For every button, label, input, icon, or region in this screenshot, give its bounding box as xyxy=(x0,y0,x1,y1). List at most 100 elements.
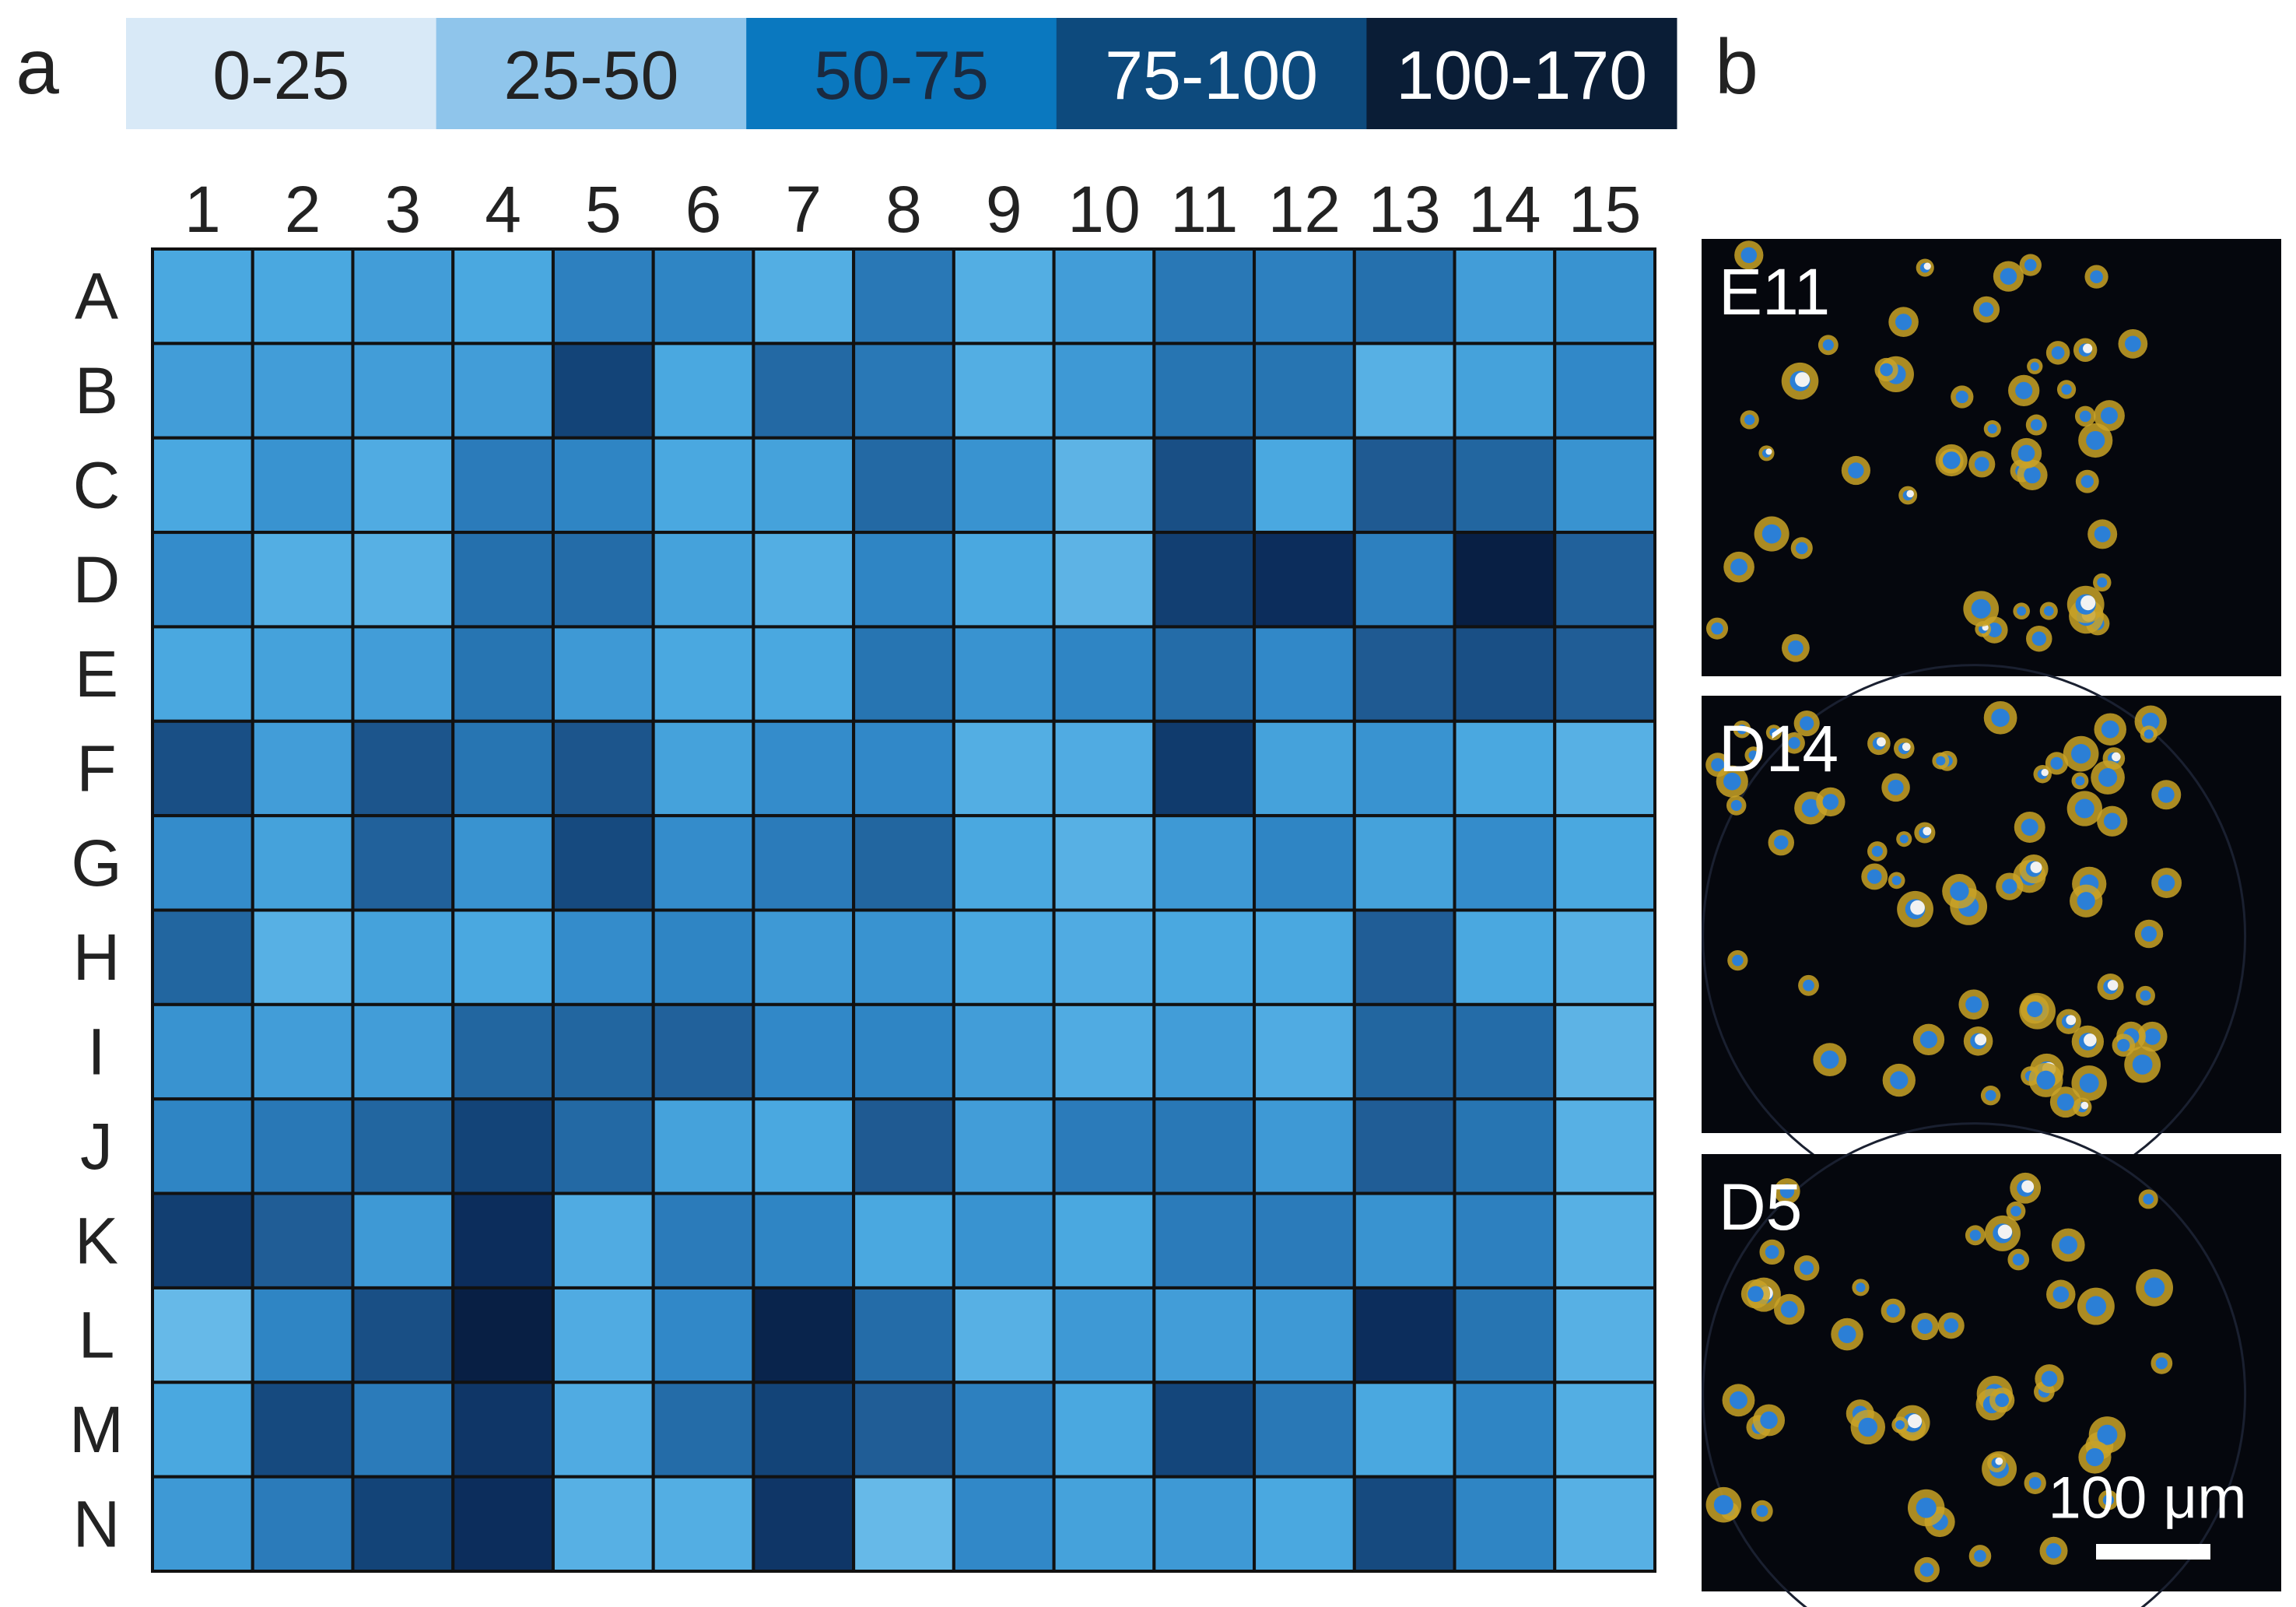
heatmap-cell xyxy=(1352,908,1456,1006)
heatmap-cell xyxy=(1052,1475,1156,1573)
panel-label: a xyxy=(16,23,59,111)
heatmap-cell xyxy=(1052,342,1156,440)
heatmap-cell xyxy=(752,1381,856,1479)
heatmap-cell xyxy=(451,1002,555,1101)
cell-nucleus xyxy=(1800,716,1814,731)
legend-label: 25-50 xyxy=(503,37,678,114)
heatmap-cell xyxy=(1553,814,1657,912)
microscopy-image: D5 xyxy=(1702,1122,2281,1607)
cell-nucleus xyxy=(1838,1325,1856,1343)
heatmap-cell xyxy=(852,908,955,1006)
heatmap-cell xyxy=(1052,247,1156,346)
column-label: 5 xyxy=(585,173,622,246)
heatmap-cell xyxy=(1152,719,1257,818)
heatmap-cell xyxy=(1352,1002,1456,1101)
heatmap-cell xyxy=(1152,908,1257,1006)
heatmap-cell xyxy=(1453,719,1557,818)
heatmap-cell xyxy=(752,625,856,723)
row-label: I xyxy=(87,1016,105,1089)
cell-nucleus xyxy=(1711,758,1725,772)
heatmap-cell xyxy=(1553,1475,1657,1573)
scale-bar xyxy=(2096,1544,2210,1560)
heatmap-cell xyxy=(551,908,655,1006)
cell-nucleus xyxy=(1788,737,1800,749)
heatmap-cell xyxy=(551,531,655,629)
heatmap-cell xyxy=(451,1191,555,1289)
heatmap-cell xyxy=(852,625,955,723)
heatmap-cell xyxy=(251,247,355,346)
heatmap-cell xyxy=(1352,719,1456,818)
cell-nucleus xyxy=(1995,1393,2010,1408)
cell-nucleus xyxy=(1895,314,1912,331)
cell-nucleus xyxy=(2124,335,2141,353)
heatmap-cell xyxy=(151,342,254,440)
heatmap-cell xyxy=(1553,342,1657,440)
heatmap-cell xyxy=(1453,436,1557,535)
heatmap-cell xyxy=(251,908,355,1006)
cell-nucleus xyxy=(1965,996,1982,1013)
cell-nucleus xyxy=(1761,524,1782,544)
cell-nucleus xyxy=(2097,1424,2118,1445)
heatmap-cell xyxy=(251,814,355,912)
heatmap-cell xyxy=(1152,531,1257,629)
heatmap-cell xyxy=(151,436,254,535)
heatmap-cell xyxy=(251,1381,355,1479)
cell-nucleus xyxy=(2010,1205,2021,1217)
cell-nucleus xyxy=(2085,1447,2105,1467)
column-label: 6 xyxy=(685,173,722,246)
row-label: K xyxy=(75,1204,118,1277)
heatmap-cell xyxy=(1352,814,1456,912)
column-label: 12 xyxy=(1268,173,1341,246)
heatmap-cell xyxy=(952,342,1056,440)
heatmap-cell xyxy=(952,814,1056,912)
heatmap-cell xyxy=(551,1002,655,1101)
cell-nucleus xyxy=(1779,1184,1795,1198)
heatmap-cell xyxy=(752,342,856,440)
cell-nucleus xyxy=(1950,882,1969,901)
cell-nucleus xyxy=(2024,466,2041,484)
heatmap-cell xyxy=(351,1286,455,1384)
cell-nucleus xyxy=(1969,1230,1981,1241)
cell-nucleus xyxy=(2144,1277,2165,1298)
heatmap-cell xyxy=(952,908,1056,1006)
cell-nucleus xyxy=(2074,798,2094,819)
heatmap-cell xyxy=(151,247,254,346)
row-label: B xyxy=(75,354,118,427)
heatmap-cell xyxy=(151,1381,254,1479)
legend-swatch xyxy=(1366,18,1677,129)
heatmap-cell xyxy=(1352,1191,1456,1289)
heatmap-cell xyxy=(551,436,655,535)
cell-nucleus xyxy=(1974,1549,1986,1563)
heatmap-cell xyxy=(1352,625,1456,723)
heatmap-cell xyxy=(1352,1097,1456,1195)
heatmap-cell xyxy=(151,625,254,723)
cell-nucleus xyxy=(1919,1563,1934,1577)
heatmap-cell xyxy=(1553,1286,1657,1384)
heatmap-cell xyxy=(451,436,555,535)
heatmap-cell xyxy=(752,1097,856,1195)
heatmap-cell xyxy=(1352,342,1456,440)
heatmap-cell xyxy=(1453,1002,1557,1101)
heatmap-cell xyxy=(752,719,856,818)
heatmap-cell xyxy=(151,908,254,1006)
heatmap-cell xyxy=(551,1381,655,1479)
cell-nucleus xyxy=(2050,756,2063,770)
heatmap-cell xyxy=(351,719,455,818)
cell-nucleus xyxy=(2085,1296,2107,1317)
cell-nucleus xyxy=(1986,623,2002,637)
heatmap-cell xyxy=(952,1097,1056,1195)
cell-nucleus xyxy=(2090,270,2103,283)
cell-nucleus xyxy=(2144,729,2154,739)
heatmap-cell xyxy=(1152,342,1257,440)
legend-swatch xyxy=(746,18,1057,129)
cell-nucleus xyxy=(2098,768,2118,788)
cell-nucleus xyxy=(1737,724,1747,735)
cell-nucleus xyxy=(1788,640,1803,656)
heatmap-cell xyxy=(1453,1097,1557,1195)
cell-nucleus xyxy=(1856,1282,1866,1293)
heatmap-cell xyxy=(1253,436,1356,535)
heatmap-cell xyxy=(151,1097,254,1195)
cell-bright xyxy=(2084,1033,2097,1047)
cell-bright xyxy=(2083,343,2093,353)
